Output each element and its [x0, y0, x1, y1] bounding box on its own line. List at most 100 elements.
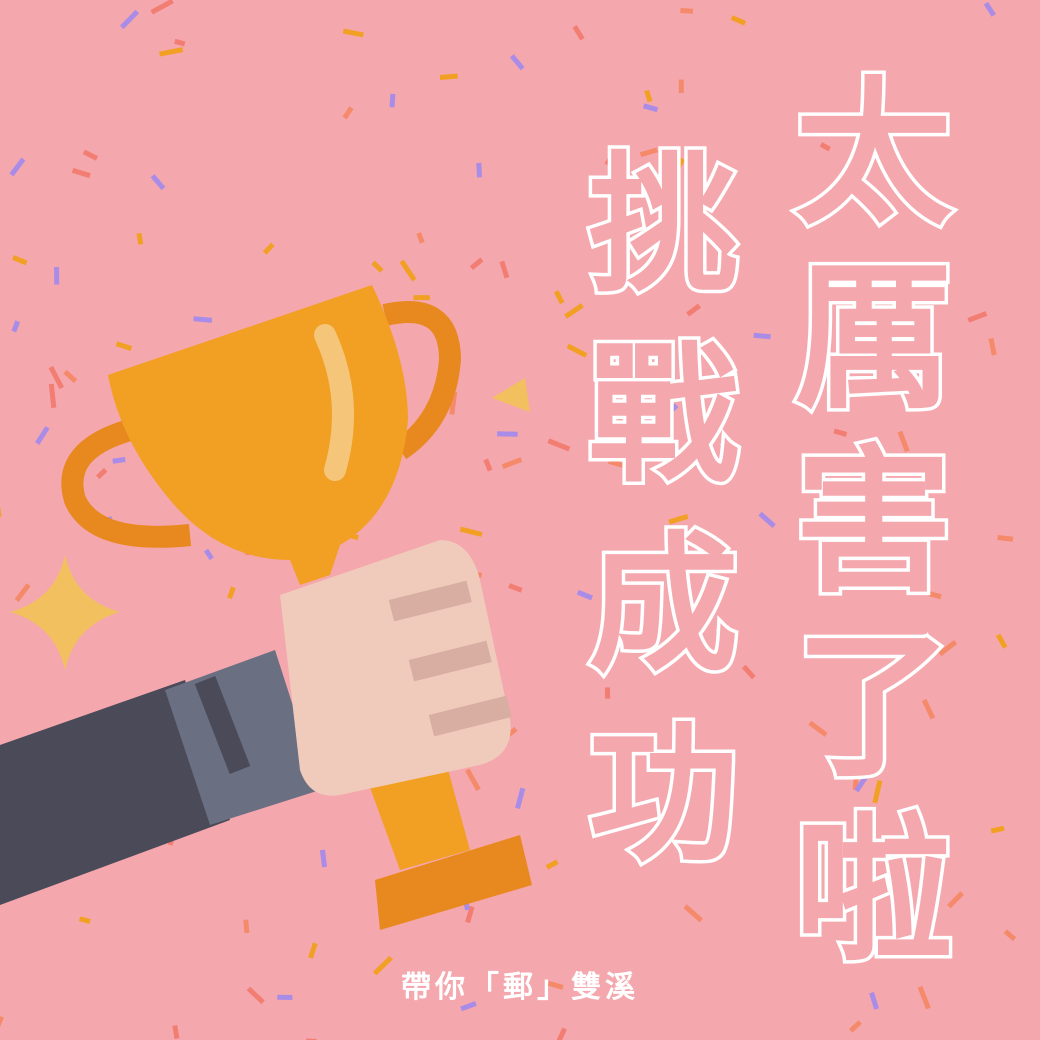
- confetti-piece: [897, 430, 910, 453]
- confetti-piece: [71, 167, 91, 179]
- trophy-handle-left: [61, 419, 192, 548]
- confetti-piece: [566, 343, 588, 358]
- confetti-piece: [872, 779, 883, 804]
- confetti-piece: [840, 638, 848, 650]
- confetti-piece: [921, 698, 936, 720]
- arm-sleeve: [0, 680, 230, 905]
- confetti-piece: [938, 640, 958, 657]
- confetti-piece: [501, 457, 523, 470]
- confetti-piece: [995, 633, 1008, 649]
- confetti-piece: [483, 458, 493, 472]
- trophy-base: [375, 835, 532, 930]
- confetti-piece: [11, 320, 21, 333]
- confetti-piece: [277, 994, 293, 1001]
- cuff-line: [194, 676, 251, 774]
- confetti-piece: [48, 383, 57, 409]
- confetti-piece: [609, 427, 627, 447]
- confetti-piece: [553, 290, 565, 305]
- confetti-piece: [633, 399, 647, 408]
- confetti-piece: [753, 332, 771, 340]
- subline: 挑戰成功: [560, 142, 741, 909]
- confetti-piece: [678, 79, 684, 93]
- confetti-piece: [928, 591, 942, 600]
- sparkle: [10, 555, 120, 670]
- confetti-piece: [990, 825, 1005, 834]
- confetti-piece: [634, 448, 643, 472]
- confetti-piece: [967, 311, 988, 323]
- confetti-piece: [96, 467, 108, 480]
- confetti-piece: [203, 548, 214, 561]
- confetti-piece: [730, 15, 747, 26]
- confetti-piece: [449, 391, 458, 415]
- footer: 帶你「郵」雙溪: [401, 970, 639, 1005]
- confetti-piece: [115, 341, 133, 351]
- confetti-piece: [808, 720, 828, 737]
- confetti-piece: [476, 162, 483, 178]
- confetti-piece: [920, 358, 934, 372]
- confetti-piece: [604, 146, 620, 166]
- confetti-piece: [399, 259, 417, 282]
- confetti-piece: [465, 905, 475, 924]
- confetti-piece: [609, 414, 628, 431]
- confetti-piece: [509, 54, 525, 71]
- confetti-piece: [508, 583, 523, 593]
- sparkle-small: [492, 378, 530, 412]
- confetti-piece: [674, 157, 686, 171]
- confetti-piece: [460, 1001, 477, 1012]
- confetti-piece: [576, 589, 593, 601]
- confetti-piece: [54, 267, 60, 285]
- confetti-piece: [607, 458, 633, 471]
- confetti-piece: [564, 303, 584, 319]
- confetti-piece: [12, 255, 28, 266]
- confetti-piece: [469, 257, 484, 270]
- headline: 太厲害了啦: [764, 67, 955, 994]
- confetti-piece: [9, 157, 26, 177]
- confetti-piece: [545, 859, 559, 870]
- confetti-piece: [660, 403, 679, 422]
- confetti-piece: [690, 163, 699, 181]
- confetti-piece: [193, 316, 213, 323]
- confetti-piece: [499, 260, 510, 279]
- confetti-piece: [120, 9, 140, 30]
- confetti-piece: [136, 232, 144, 245]
- confetti-piece: [82, 149, 99, 161]
- confetti-piece: [553, 1027, 567, 1040]
- confetti-piece: [48, 365, 64, 390]
- confetti-piece: [917, 985, 931, 1010]
- confetti-piece: [342, 106, 354, 120]
- confetti-piece: [465, 768, 481, 791]
- confetti-piece: [849, 1020, 862, 1033]
- confetti-piece: [683, 904, 703, 923]
- confetti-piece: [604, 687, 611, 699]
- confetti-piece: [262, 242, 275, 255]
- confetti-piece: [854, 774, 869, 793]
- confetti-piece: [413, 295, 430, 301]
- finger-lines: [388, 580, 512, 737]
- confetti-piece: [680, 8, 694, 14]
- confetti-piece: [644, 89, 653, 103]
- trophy-shine: [314, 324, 354, 481]
- confetti-piece: [150, 174, 166, 191]
- confetti-piece: [646, 407, 659, 418]
- confetti-piece: [758, 511, 776, 528]
- confetti-piece: [371, 260, 384, 273]
- confetti-piece: [859, 185, 871, 202]
- confetti-piece: [547, 980, 564, 990]
- confetti-piece: [308, 942, 318, 959]
- confetti-piece: [643, 103, 659, 113]
- confetti-piece: [1003, 929, 1017, 942]
- confetti-piece: [997, 535, 1014, 542]
- confetti-piece: [686, 303, 701, 317]
- confetti-piece: [416, 232, 425, 244]
- confetti-piece: [78, 916, 91, 924]
- confetti-piece: [112, 457, 126, 464]
- confetti-piece: [35, 426, 50, 445]
- confetti-piece: [639, 147, 658, 158]
- confetti-piece: [983, 1, 996, 17]
- trophy-handle-right: [382, 301, 462, 460]
- confetti-piece: [319, 849, 328, 868]
- confetti-piece: [389, 93, 396, 108]
- confetti-piece: [372, 955, 393, 976]
